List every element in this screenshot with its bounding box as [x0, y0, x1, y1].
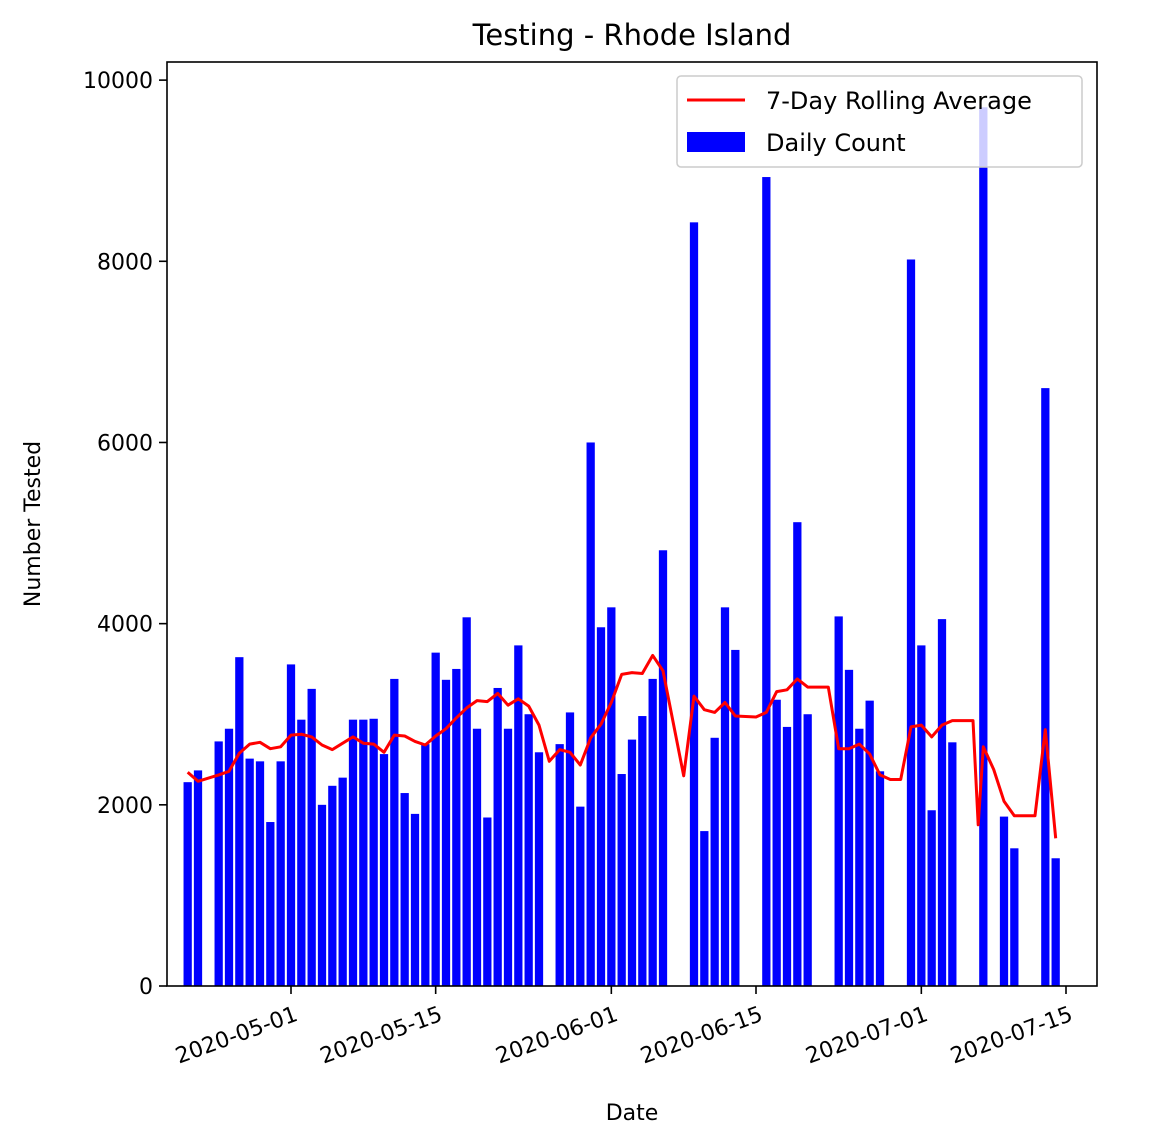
bar [638, 716, 647, 986]
bar [1041, 388, 1050, 986]
bar [762, 177, 771, 986]
bar [855, 728, 864, 986]
bar [782, 726, 792, 986]
bar [586, 442, 595, 986]
bar [834, 616, 843, 986]
bar [431, 652, 440, 986]
bar [503, 728, 513, 986]
bar [927, 810, 936, 986]
bar [338, 777, 347, 986]
bar [359, 719, 368, 986]
y-tick-label: 8000 [97, 250, 153, 275]
legend: 7-Day Rolling Average Daily Count [676, 75, 1083, 168]
bar [875, 771, 885, 986]
y-tick-label: 10000 [83, 69, 153, 94]
bar [607, 607, 616, 986]
bar [286, 664, 296, 986]
bar [906, 259, 916, 986]
bar [472, 728, 482, 986]
bar [937, 619, 947, 986]
y-axis: 0 2000 4000 6000 8000 10000 [83, 69, 167, 1000]
legend-box [676, 75, 1083, 168]
bar [493, 687, 502, 986]
bar [193, 770, 203, 986]
bar [617, 774, 626, 986]
bar [328, 785, 337, 986]
bar [348, 719, 358, 986]
bar-series [183, 107, 1060, 986]
legend-bar-swatch [687, 132, 745, 152]
bar [1010, 848, 1019, 986]
bar [948, 742, 957, 986]
y-axis-label: Number Tested [21, 441, 46, 607]
legend-label-rolling-average: 7-Day Rolling Average [766, 87, 1032, 115]
y-tick-label: 6000 [97, 431, 153, 456]
bar [245, 758, 254, 986]
chart-title: Testing - Rhode Island [472, 18, 792, 52]
bar [596, 627, 606, 986]
bar [317, 804, 327, 986]
bar [214, 741, 223, 986]
bar [720, 607, 730, 986]
bar [865, 700, 874, 986]
bar [658, 550, 668, 986]
bar [524, 714, 533, 986]
bar [183, 782, 192, 986]
bar [421, 744, 430, 986]
bar [793, 522, 802, 986]
y-tick-label: 4000 [97, 613, 153, 638]
bar [307, 688, 316, 986]
bar [627, 739, 637, 986]
rolling-average-line [186, 653, 1058, 839]
bar [441, 679, 451, 986]
bar [689, 222, 699, 986]
bar [803, 714, 812, 986]
bar [731, 649, 740, 986]
bar [700, 831, 709, 986]
y-tick-label: 0 [139, 975, 153, 1000]
plot-frame [166, 61, 1098, 987]
bar [999, 816, 1009, 986]
x-axis-label: Date [606, 1101, 659, 1126]
bar [297, 719, 306, 986]
y-tick-label: 2000 [97, 794, 153, 819]
bar [576, 806, 585, 986]
legend-label-daily-count: Daily Count [766, 129, 906, 157]
rolling-average-series [186, 653, 1058, 839]
bar [555, 744, 564, 986]
bar [534, 752, 544, 986]
bar [772, 699, 781, 986]
bar [1051, 858, 1060, 986]
bar [917, 645, 926, 986]
bar [379, 754, 389, 986]
bar [514, 645, 523, 986]
bar [979, 107, 988, 986]
bar [483, 817, 492, 986]
bar [266, 822, 275, 986]
bar [710, 737, 719, 986]
bar [565, 712, 575, 986]
bar [390, 678, 399, 986]
bar [452, 668, 461, 986]
bar [410, 813, 420, 986]
bar [462, 617, 471, 986]
bar [844, 669, 854, 986]
bar [224, 728, 234, 986]
bar [276, 761, 285, 986]
bar [235, 657, 244, 986]
bar [255, 761, 265, 986]
bar [400, 793, 409, 986]
bar [369, 718, 378, 986]
bar [648, 678, 657, 986]
